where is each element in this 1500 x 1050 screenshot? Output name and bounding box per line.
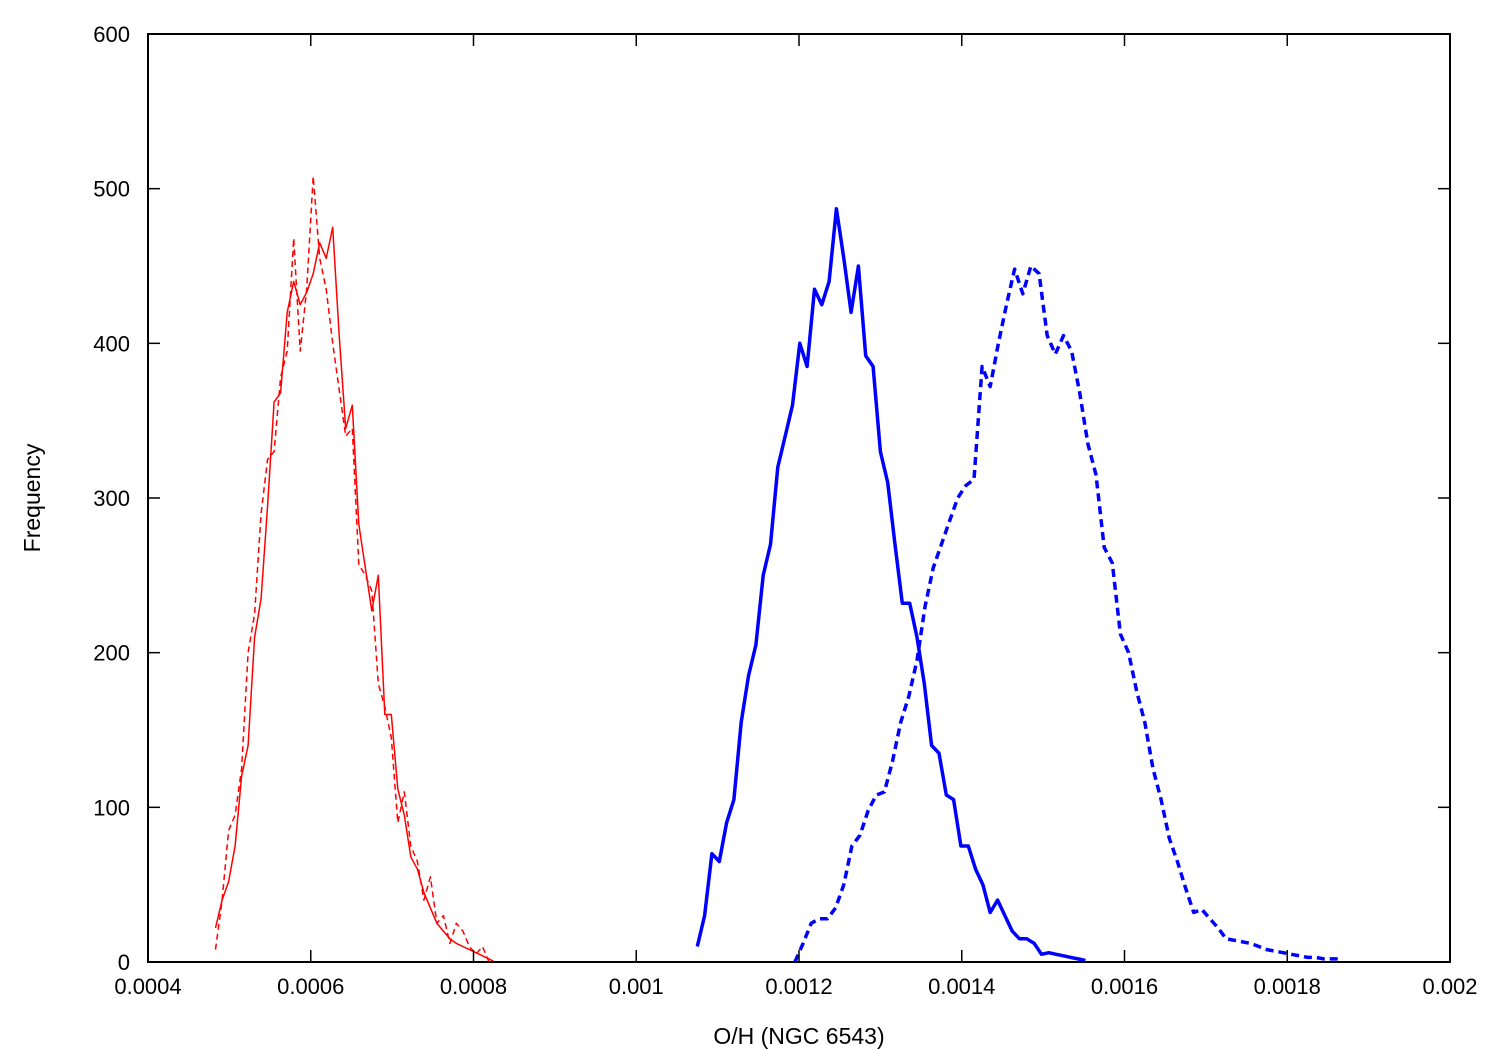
x-tick-label: 0.001 xyxy=(609,974,664,999)
x-tick-label: 0.0016 xyxy=(1091,974,1158,999)
series-line-2 xyxy=(214,175,490,963)
series-line-4 xyxy=(793,264,1341,963)
x-tick-label: 0.0012 xyxy=(765,974,832,999)
plot-frame xyxy=(147,33,1451,963)
y-tick-label: 300 xyxy=(93,486,130,511)
y-tick-label: 100 xyxy=(93,795,130,820)
y-tick-label: 500 xyxy=(93,177,130,202)
x-tick-label: 0.002 xyxy=(1422,974,1477,999)
y-tick-label: 200 xyxy=(93,641,130,666)
y-tick-label: 0 xyxy=(118,950,130,975)
series-layer xyxy=(214,175,1341,963)
y-axis-title: Frequency xyxy=(19,443,45,552)
ticks-layer: 0.0004 0.0006 0.0008 0.001 0.0012 0.0014 0.001… xyxy=(93,22,1477,999)
x-tick-label: 0.0018 xyxy=(1254,974,1321,999)
x-tick-label: 0.0014 xyxy=(928,974,995,999)
x-tick-label: 0.0008 xyxy=(440,974,507,999)
x-tick-label: 0.0006 xyxy=(277,974,344,999)
series-line-1 xyxy=(214,226,496,963)
y-tick-label: 600 xyxy=(93,22,130,47)
x-axis-title: O/H (NGC 6543) xyxy=(713,1023,884,1049)
x-tick-label: 0.0004 xyxy=(114,974,181,999)
y-tick-label: 400 xyxy=(93,331,130,356)
series-line-3 xyxy=(695,207,1086,963)
